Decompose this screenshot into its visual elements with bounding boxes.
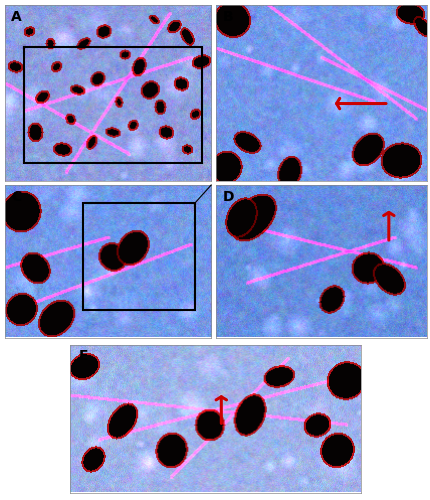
Text: B: B: [222, 10, 233, 24]
Text: D: D: [222, 190, 233, 203]
Text: A: A: [11, 10, 22, 24]
Bar: [24, 47, 201, 164]
Text: C: C: [11, 190, 22, 203]
Text: E: E: [79, 350, 88, 364]
Bar: [83, 204, 194, 310]
